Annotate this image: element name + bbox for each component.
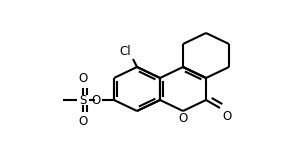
Text: O: O [222,110,231,123]
Text: O: O [178,112,187,125]
Text: S: S [79,93,87,107]
Text: O: O [92,93,101,107]
Text: O: O [78,72,88,85]
Text: Cl: Cl [119,45,131,58]
Text: O: O [78,115,88,128]
